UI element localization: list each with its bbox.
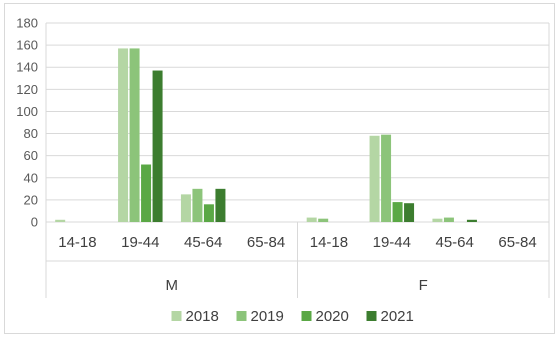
bar xyxy=(152,70,163,223)
bar xyxy=(118,48,129,222)
legend-swatch xyxy=(366,311,377,321)
x-category-label: 19-44 xyxy=(121,234,159,251)
legend-label: 2020 xyxy=(316,308,349,325)
legend-label: 2021 xyxy=(381,308,414,325)
bar xyxy=(55,219,66,222)
bar xyxy=(129,48,140,222)
y-tick-label: 180 xyxy=(16,16,38,31)
legend-swatch xyxy=(301,311,312,321)
y-tick-label: 60 xyxy=(24,148,38,163)
bar xyxy=(318,218,329,222)
bar xyxy=(404,203,415,222)
x-category-label: 45-64 xyxy=(184,234,222,251)
x-category-label: 65-84 xyxy=(498,234,536,251)
bar xyxy=(306,217,317,222)
y-tick-label: 80 xyxy=(24,126,38,141)
x-category-label: 14-18 xyxy=(310,234,348,251)
bar xyxy=(141,164,152,222)
x-category-label: 65-84 xyxy=(247,234,285,251)
bar xyxy=(466,219,477,222)
bar xyxy=(203,204,214,222)
x-category-label: 19-44 xyxy=(373,234,411,251)
bar xyxy=(369,135,380,222)
x-category-label: 14-18 xyxy=(58,234,96,251)
bar xyxy=(381,134,392,222)
y-tick-label: 120 xyxy=(16,82,38,97)
bar xyxy=(192,188,203,222)
y-tick-label: 0 xyxy=(31,215,38,230)
bar xyxy=(432,218,443,222)
x-group-label: F xyxy=(419,277,428,294)
y-tick-label: 100 xyxy=(16,104,38,119)
x-group-label: M xyxy=(166,277,179,294)
legend-swatch xyxy=(171,311,182,321)
y-tick-label: 40 xyxy=(24,170,38,185)
bar xyxy=(180,194,191,222)
y-tick-label: 160 xyxy=(16,38,38,53)
y-tick-label: 20 xyxy=(24,192,38,207)
bar xyxy=(443,217,454,222)
bar xyxy=(215,188,226,222)
x-category-label: 45-64 xyxy=(436,234,474,251)
legend-swatch xyxy=(236,311,247,321)
bar xyxy=(392,202,403,222)
y-tick-label: 140 xyxy=(16,60,38,75)
legend-label: 2019 xyxy=(251,308,284,325)
chart-frame xyxy=(4,3,555,334)
legend-label: 2018 xyxy=(186,308,219,325)
